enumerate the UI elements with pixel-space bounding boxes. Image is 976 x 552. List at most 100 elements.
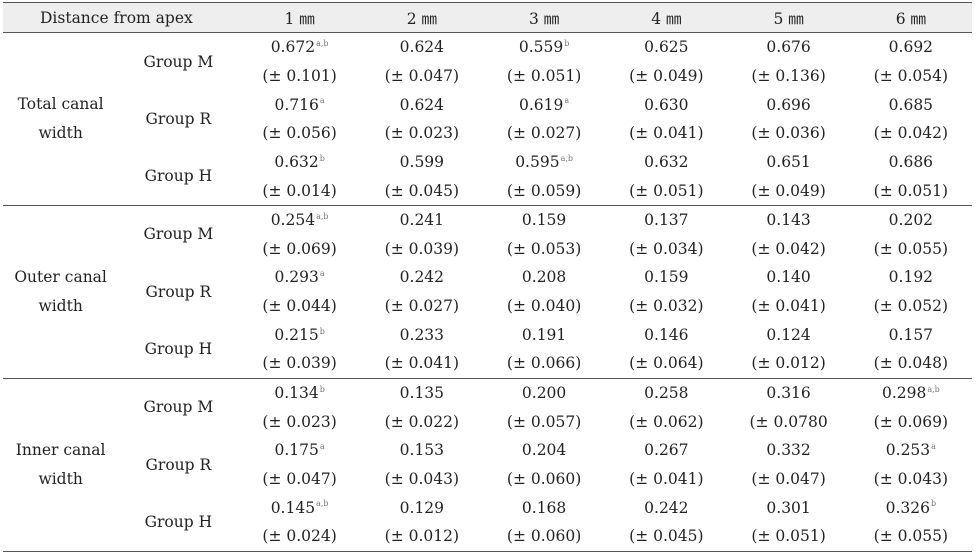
- mean-value: 0.215: [274, 325, 319, 344]
- table-row-sd: (± 0.039) (± 0.041) (± 0.066) (± 0.064) (± 0…: [3, 349, 972, 378]
- mean-value: 0.651: [766, 152, 811, 171]
- mean-value: 0.153: [399, 441, 445, 460]
- mean-value: 0.145: [270, 498, 316, 517]
- sd-cell: (± 0.064): [629, 354, 704, 373]
- mean-value: 0.624: [399, 38, 445, 57]
- mean-value: 0.267: [644, 441, 689, 460]
- sd-cell: (± 0.042): [873, 124, 949, 143]
- significance-superscript: b: [319, 384, 325, 394]
- mean-cell: 0.208: [483, 263, 605, 292]
- mean-cell: 0.134b: [238, 378, 360, 407]
- metric-label-line2: width: [38, 123, 83, 142]
- sd-cell: (± 0.041): [751, 297, 826, 316]
- mean-cell: 0.619a: [483, 90, 605, 119]
- sd-cell: (± 0.039): [384, 239, 460, 258]
- header-distance-1: 1 ㎜: [238, 2, 361, 33]
- header-row: Distance from apex 1 ㎜ 2 ㎜ 3 ㎜ 4 ㎜ 5 ㎜ 6…: [3, 2, 972, 33]
- sd-cell: (± 0.041): [629, 124, 704, 143]
- sd-cell: (± 0.012): [751, 354, 826, 373]
- sd-cell: (± 0.022): [384, 412, 460, 431]
- mean-cell: 0.625: [605, 33, 727, 62]
- mean-value: 0.293: [274, 268, 319, 287]
- header-distance-5: 5 ㎜: [727, 2, 850, 33]
- sd-cell: (± 0.027): [506, 124, 582, 143]
- mean-value: 0.326: [885, 498, 930, 517]
- sd-cell: (± 0.049): [629, 66, 704, 85]
- mean-cell: 0.159: [483, 205, 605, 234]
- sd-cell: (± 0.051): [506, 66, 582, 85]
- table-row-sd: (± 0.023) (± 0.022) (± 0.057) (± 0.062) (± 0…: [3, 407, 972, 436]
- mean-cell: 0.624: [361, 33, 483, 62]
- metric-label-line1: Outer canal: [14, 268, 107, 287]
- mean-cell: 0.146: [605, 320, 727, 349]
- header-distance-2: 2 ㎜: [360, 2, 483, 33]
- mean-value: 0.135: [399, 384, 445, 402]
- mean-cell: 0.332: [727, 436, 849, 465]
- mean-value: 0.175: [274, 441, 319, 460]
- sd-cell: (± 0.039): [262, 354, 337, 373]
- mean-value: 0.595: [515, 152, 560, 171]
- sd-cell: (± 0.027): [384, 297, 460, 316]
- mean-cell: 0.140: [727, 263, 849, 292]
- mean-value: 0.159: [521, 211, 567, 230]
- mean-cell: 0.192: [850, 263, 972, 292]
- sd-cell: (± 0.042): [751, 239, 826, 258]
- sd-cell: (± 0.069): [262, 239, 337, 258]
- group-label: Group H: [144, 512, 213, 531]
- sd-cell: (± 0.032): [629, 297, 704, 316]
- mean-cell: 0.204: [483, 436, 605, 465]
- mean-cell: 0.200: [483, 378, 605, 407]
- header-distance-6: 6 ㎜: [849, 2, 972, 33]
- significance-superscript: a: [319, 442, 325, 452]
- mean-cell: 0.301: [727, 493, 849, 522]
- mean-value: 0.159: [644, 268, 689, 287]
- mean-cell: 0.293a: [238, 263, 360, 292]
- sd-cell: (± 0.040): [506, 297, 582, 316]
- mean-cell: 0.241: [361, 205, 483, 234]
- mean-cell: 0.632: [605, 148, 727, 177]
- table-row-sd: (± 0.069) (± 0.039) (± 0.053) (± 0.034) (± 0…: [3, 234, 972, 263]
- mean-cell: 0.233: [361, 320, 483, 349]
- sd-cell: (± 0.054): [873, 66, 949, 85]
- table-row-sd: (± 0.024) (± 0.012) (± 0.060) (± 0.045) (± 0…: [3, 522, 972, 551]
- mean-value: 0.332: [766, 441, 811, 460]
- sd-cell: (± 0.056): [262, 124, 337, 143]
- mean-cell: 0.159: [605, 263, 727, 292]
- mean-cell: 0.175a: [238, 436, 360, 465]
- sd-cell: (± 0.049): [751, 181, 826, 200]
- mean-value: 0.298: [881, 384, 927, 402]
- metric-label: Outer canal width: [3, 205, 118, 378]
- mean-value: 0.624: [399, 95, 445, 114]
- mean-cell: 0.124: [727, 320, 849, 349]
- mean-cell: 0.168: [483, 493, 605, 522]
- mean-value: 0.241: [399, 211, 445, 230]
- sd-cell: (± 0.101): [262, 66, 337, 85]
- mean-value: 0.200: [521, 384, 567, 402]
- mean-value: 0.233: [399, 325, 445, 344]
- mean-value: 0.253: [885, 441, 931, 460]
- sd-cell: (± 0.0780: [749, 412, 828, 431]
- metric-label-line1: Inner canal: [15, 441, 106, 460]
- mean-cell: 0.676: [727, 33, 849, 62]
- mean-value: 0.242: [644, 498, 689, 517]
- table-row-mean: Group R 0.293a 0.242 0.208 0.159 0.140 0.192: [3, 263, 972, 300]
- sd-cell: (± 0.047): [384, 66, 460, 85]
- mean-cell: 0.191: [483, 320, 605, 349]
- mean-cell: 0.202: [850, 205, 972, 234]
- group-label: Group R: [145, 455, 212, 474]
- table-row-mean: Group H 0.215b 0.233 0.191 0.146 0.124 0.157: [3, 320, 972, 358]
- mean-cell: 0.624: [361, 90, 483, 119]
- header-distance-3: 3 ㎜: [482, 2, 606, 33]
- sd-cell: (± 0.136): [751, 66, 826, 85]
- mean-cell: 0.135: [361, 378, 483, 407]
- table-row-sd: (± 0.101) (± 0.047) (± 0.051) (± 0.049) (± 0…: [3, 62, 972, 91]
- mean-cell: 0.692: [850, 33, 972, 62]
- table-row-mean: Group R 0.716a 0.624 0.619a 0.630 0.696 0.685: [3, 90, 972, 128]
- section-block: Inner canal width Group M 0.134b 0.135 0.200 0…: [3, 378, 972, 552]
- sd-cell: (± 0.051): [873, 181, 949, 200]
- mean-cell: 0.267: [605, 436, 727, 465]
- mean-value: 0.716: [274, 95, 319, 114]
- mean-value: 0.696: [766, 95, 811, 114]
- sd-cell: (± 0.048): [873, 354, 949, 373]
- mean-value: 0.143: [766, 211, 811, 230]
